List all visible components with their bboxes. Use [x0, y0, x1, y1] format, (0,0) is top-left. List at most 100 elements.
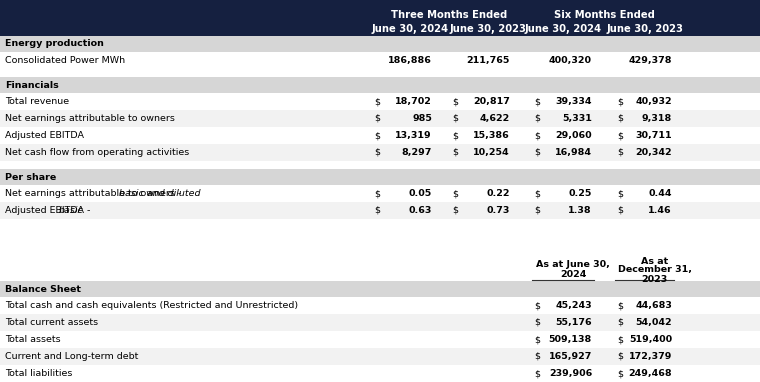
Text: 1.38: 1.38: [568, 206, 592, 215]
Bar: [0, 202, 760, 219]
Bar: [0, 185, 760, 202]
Bar: [0, 331, 760, 348]
Bar: [0, 169, 760, 185]
Text: 2024: 2024: [560, 270, 586, 279]
Bar: [0, 69, 760, 77]
Text: $: $: [452, 148, 458, 157]
Text: 211,765: 211,765: [467, 56, 510, 65]
Text: Total assets: Total assets: [5, 335, 61, 344]
Text: 1.46: 1.46: [648, 206, 672, 215]
Text: 400,320: 400,320: [549, 56, 592, 65]
Text: 2023: 2023: [641, 275, 667, 284]
Text: 509,138: 509,138: [549, 335, 592, 344]
Text: $: $: [374, 114, 380, 123]
Text: $: $: [452, 189, 458, 198]
Bar: [0, 365, 760, 382]
Text: $: $: [534, 97, 540, 106]
Text: $: $: [374, 189, 380, 198]
Text: 54,042: 54,042: [635, 318, 672, 327]
Text: 4,622: 4,622: [480, 114, 510, 123]
Text: Net earnings attributable to owners: Net earnings attributable to owners: [5, 114, 175, 123]
Bar: [0, 255, 760, 281]
Bar: [0, 281, 760, 297]
Text: 29,060: 29,060: [556, 131, 592, 140]
Text: 10,254: 10,254: [473, 148, 510, 157]
Text: 429,378: 429,378: [629, 56, 672, 65]
Text: $: $: [534, 301, 540, 310]
Text: $: $: [617, 352, 623, 361]
Bar: [0, 0, 760, 36]
Text: $: $: [617, 206, 623, 215]
Text: Total liabilities: Total liabilities: [5, 369, 72, 378]
Text: 172,379: 172,379: [629, 352, 672, 361]
Text: 165,927: 165,927: [549, 352, 592, 361]
Text: 0.22: 0.22: [486, 189, 510, 198]
Text: 5,331: 5,331: [562, 114, 592, 123]
Text: $: $: [617, 369, 623, 378]
Bar: [0, 127, 760, 144]
Text: 0.25: 0.25: [568, 189, 592, 198]
Text: $: $: [534, 352, 540, 361]
Text: 186,886: 186,886: [388, 56, 432, 65]
Text: 249,468: 249,468: [629, 369, 672, 378]
Bar: [0, 77, 760, 93]
Text: $: $: [534, 189, 540, 198]
Text: $: $: [534, 131, 540, 140]
Text: $: $: [452, 206, 458, 215]
Text: 40,932: 40,932: [635, 97, 672, 106]
Text: $: $: [617, 318, 623, 327]
Text: 9,318: 9,318: [641, 114, 672, 123]
Bar: [0, 297, 760, 314]
Text: 30,711: 30,711: [635, 131, 672, 140]
Text: Six Months Ended: Six Months Ended: [553, 10, 654, 20]
Text: 15,386: 15,386: [473, 131, 510, 140]
Text: $: $: [617, 301, 623, 310]
Text: $: $: [452, 131, 458, 140]
Bar: [0, 93, 760, 110]
Text: $: $: [534, 148, 540, 157]
Text: 39,334: 39,334: [556, 97, 592, 106]
Text: 0.73: 0.73: [486, 206, 510, 215]
Bar: [0, 348, 760, 365]
Text: $: $: [374, 131, 380, 140]
Text: $: $: [534, 114, 540, 123]
Text: Adjusted EBITDA: Adjusted EBITDA: [5, 131, 84, 140]
Text: 18,702: 18,702: [395, 97, 432, 106]
Text: 519,400: 519,400: [629, 335, 672, 344]
Text: As at: As at: [641, 257, 668, 266]
Text: $: $: [534, 206, 540, 215]
Text: 20,817: 20,817: [473, 97, 510, 106]
Text: Balance Sheet: Balance Sheet: [5, 285, 81, 293]
Text: 55,176: 55,176: [556, 318, 592, 327]
Text: 0.63: 0.63: [409, 206, 432, 215]
Text: $: $: [452, 114, 458, 123]
Text: Financials: Financials: [5, 81, 59, 89]
Text: $: $: [617, 131, 623, 140]
Text: Current and Long-term debt: Current and Long-term debt: [5, 352, 138, 361]
Bar: [0, 314, 760, 331]
Text: $: $: [617, 189, 623, 198]
Text: December 31,: December 31,: [617, 265, 692, 274]
Text: Energy production: Energy production: [5, 39, 104, 49]
Text: 13,319: 13,319: [395, 131, 432, 140]
Text: 0.05: 0.05: [409, 189, 432, 198]
Text: 985: 985: [412, 114, 432, 123]
Text: 239,906: 239,906: [549, 369, 592, 378]
Text: $: $: [617, 97, 623, 106]
Text: Total current assets: Total current assets: [5, 318, 98, 327]
Text: 8,297: 8,297: [401, 148, 432, 157]
Text: Consolidated Power MWh: Consolidated Power MWh: [5, 56, 125, 65]
Text: 0.44: 0.44: [648, 189, 672, 198]
Bar: [0, 36, 760, 52]
Text: $: $: [617, 114, 623, 123]
Text: $: $: [617, 148, 623, 157]
Text: $: $: [534, 335, 540, 344]
Bar: [0, 219, 760, 255]
Text: $: $: [374, 206, 380, 215]
Bar: [0, 52, 760, 69]
Text: June 30, 2024: June 30, 2024: [372, 24, 448, 34]
Text: Total revenue: Total revenue: [5, 97, 69, 106]
Text: 45,243: 45,243: [556, 301, 592, 310]
Text: Net cash flow from operating activities: Net cash flow from operating activities: [5, 148, 189, 157]
Text: $: $: [534, 369, 540, 378]
